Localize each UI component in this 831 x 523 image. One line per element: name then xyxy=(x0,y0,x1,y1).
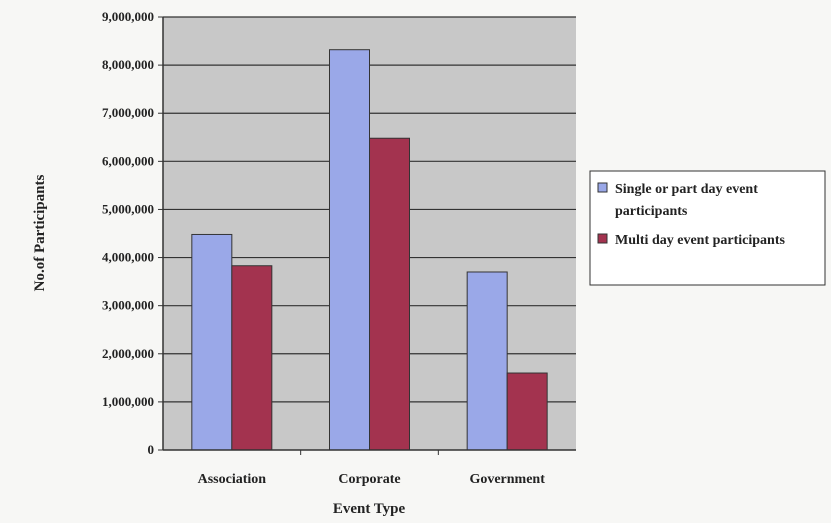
y-tick-label: 8,000,000 xyxy=(102,57,154,72)
bars xyxy=(191,49,548,451)
y-tick-label: 2,000,000 xyxy=(102,346,154,361)
y-tick-label: 4,000,000 xyxy=(102,250,154,265)
legend-box xyxy=(589,170,826,286)
x-tick-label: Government xyxy=(469,472,545,487)
bar-multi-day-government xyxy=(506,372,548,451)
bar-single-day-government xyxy=(466,271,508,451)
y-tick-label: 7,000,000 xyxy=(102,105,154,120)
y-axis-ticks: 0 1,000,000 2,000,000 3,000,000 4,000,000 5,0… xyxy=(102,9,163,457)
bar-multi-day-corporate xyxy=(369,137,410,451)
legend-swatch xyxy=(597,182,608,193)
legend-items: Single or part day event participants Mult… xyxy=(597,182,785,248)
legend-label: Multi day event participants xyxy=(615,233,785,248)
bar-multi-day-association xyxy=(231,265,273,451)
legend-label: Single or part day event xyxy=(615,182,758,197)
x-tick-label: Corporate xyxy=(338,472,400,487)
x-tick-label: Association xyxy=(198,472,267,487)
legend-swatch xyxy=(597,233,608,244)
y-tick-label: 9,000,000 xyxy=(102,9,154,24)
y-tick-label: 5,000,000 xyxy=(102,201,154,216)
x-axis-title: Event Type xyxy=(333,501,406,517)
y-tick-label: 6,000,000 xyxy=(102,153,154,168)
y-axis-title: No.of Participants xyxy=(32,175,48,292)
x-axis-ticks: Association Corporate Government xyxy=(198,450,545,487)
bar-single-day-association xyxy=(191,233,233,451)
bar-single-day-corporate xyxy=(329,49,370,451)
legend-label: participants xyxy=(615,204,688,219)
legend: Single or part day event participants Mult… xyxy=(589,170,826,286)
y-tick-label: 1,000,000 xyxy=(102,394,154,409)
y-tick-label: 3,000,000 xyxy=(102,298,154,313)
y-tick-label: 0 xyxy=(148,442,155,457)
